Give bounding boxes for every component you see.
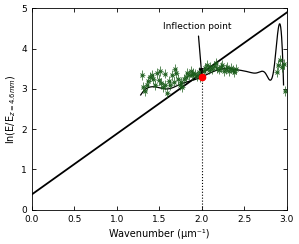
Y-axis label: ln(E/E$_{z=4.6mm}$): ln(E/E$_{z=4.6mm}$) [5, 74, 19, 144]
Text: Inflection point: Inflection point [164, 21, 232, 73]
X-axis label: Wavenumber (μm⁻¹): Wavenumber (μm⁻¹) [109, 229, 210, 239]
